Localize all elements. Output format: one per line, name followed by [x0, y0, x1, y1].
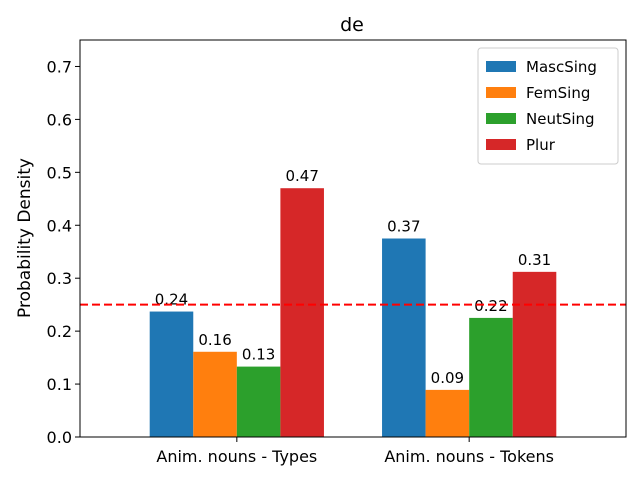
legend-swatch-femsing: [486, 87, 516, 98]
bar-labels: 0.24 0.37 0.16 0.09 0.13 0.22 0.47 0.31: [155, 167, 551, 387]
y-tick-label: 0.3: [47, 269, 72, 288]
bar-value-label: 0.47: [285, 167, 318, 185]
bar-neutsing: [469, 317, 513, 437]
bar-plur: [280, 188, 324, 437]
legend-label: Plur: [526, 136, 556, 154]
bar-value-label: 0.37: [387, 218, 420, 236]
y-axis-ticks: 0.0 0.1 0.2 0.3 0.4 0.5 0.6 0.7: [47, 57, 80, 447]
legend-swatch-mascsing: [486, 61, 516, 72]
y-tick-label: 0.1: [47, 375, 72, 394]
bar-mascsing: [149, 311, 194, 437]
y-axis-label: Probability Density: [15, 158, 35, 318]
y-tick-label: 0.0: [47, 428, 72, 447]
x-tick-label: Anim. nouns - Tokens: [384, 447, 554, 466]
bar-value-label: 0.31: [518, 251, 551, 269]
bar-value-label: 0.09: [431, 369, 464, 387]
legend-box: [477, 47, 619, 165]
legend: MascSing FemSing NeutSing Plur: [477, 47, 619, 165]
y-tick-label: 0.5: [47, 163, 72, 182]
x-axis-ticks: Anim. nouns - Types Anim. nouns - Tokens: [156, 437, 554, 466]
legend-label: MascSing: [526, 58, 597, 76]
plot-frame: [79, 39, 627, 438]
x-tick-label: Anim. nouns - Types: [156, 447, 317, 466]
y-tick-label: 0.7: [47, 57, 72, 76]
bar-value-label: 0.24: [155, 291, 188, 309]
bar-femsing: [425, 389, 470, 437]
legend-swatch-neutsing: [486, 113, 516, 124]
bars: [149, 188, 557, 437]
bar-neutsing: [236, 366, 281, 437]
y-tick-label: 0.6: [47, 110, 72, 129]
bar-plur: [512, 271, 557, 437]
legend-label: NeutSing: [526, 110, 595, 128]
bar-femsing: [193, 351, 237, 437]
bar-value-label: 0.22: [474, 297, 507, 315]
legend-swatch-plur: [486, 139, 516, 150]
legend-label: FemSing: [526, 84, 590, 102]
bar-mascsing: [382, 238, 426, 437]
bar-value-label: 0.13: [242, 346, 275, 364]
y-tick-label: 0.4: [47, 216, 72, 235]
chart-title: de: [340, 14, 364, 36]
bar-value-label: 0.16: [198, 331, 231, 349]
y-tick-label: 0.2: [47, 322, 72, 341]
